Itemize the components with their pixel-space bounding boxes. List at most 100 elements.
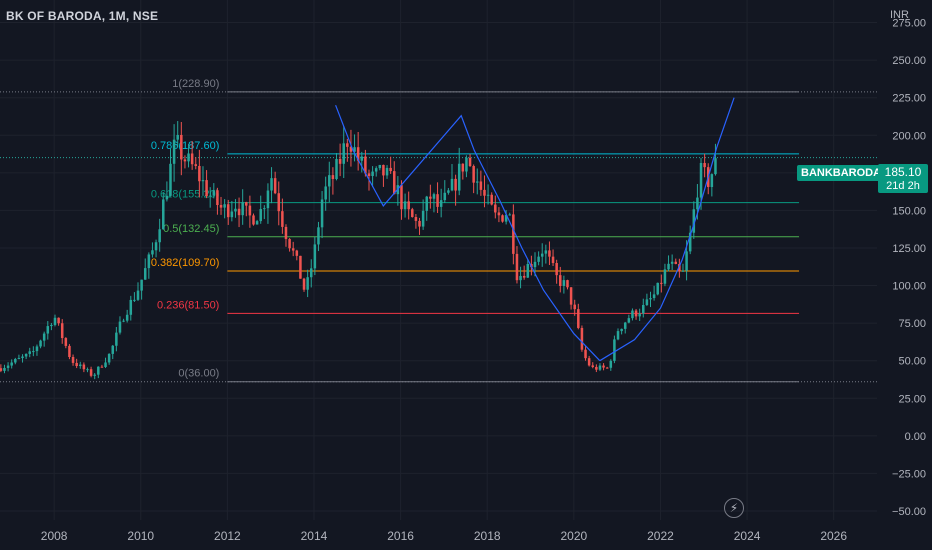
candle-body — [703, 162, 706, 168]
candle-body — [133, 299, 136, 301]
cup-curve-left[interactable] — [335, 104, 601, 362]
candle-body — [353, 147, 356, 152]
candle-body — [64, 338, 68, 346]
bar-countdown: 21d 2h — [886, 180, 920, 192]
candle-body — [107, 353, 111, 363]
candle-body — [266, 190, 270, 209]
currency-label: INR — [890, 9, 909, 21]
candle-body — [194, 164, 198, 166]
candle-body — [526, 263, 530, 278]
candle-body — [569, 287, 573, 305]
time-axis[interactable]: 2008 2010 2012 2014 2016 2018 2020 2022 2024 2026 — [41, 529, 848, 543]
candle-body — [270, 178, 273, 191]
candle-body — [6, 365, 10, 368]
candle-body — [450, 178, 454, 191]
candle-body — [548, 250, 551, 257]
candle-body — [14, 358, 17, 363]
last-price-badge: 185.10 21d 2h — [878, 164, 928, 193]
y-tick-label: 200.00 — [892, 130, 926, 142]
candle-body — [277, 193, 281, 212]
candle-body — [443, 192, 447, 201]
candle-body — [53, 317, 57, 325]
candle-body — [75, 362, 78, 367]
candle-body — [620, 328, 623, 332]
candle-body — [216, 190, 219, 206]
candle-body — [468, 157, 472, 167]
candle-body — [263, 208, 266, 210]
candle-body — [71, 356, 75, 363]
candle-body — [559, 275, 562, 286]
candle-body — [100, 366, 104, 368]
candle-body — [591, 365, 595, 367]
candle-body — [183, 159, 187, 162]
fib-level-label: 0.618(155.20) — [151, 189, 220, 201]
candle-body — [660, 282, 663, 284]
candle-body — [457, 163, 461, 191]
candle-body — [190, 153, 194, 165]
candle-body — [490, 194, 493, 205]
fib-level-label: 0.786(187.60) — [151, 140, 220, 152]
x-tick-label: 2010 — [127, 529, 154, 543]
candle-body — [627, 318, 631, 323]
candle-body — [356, 147, 360, 161]
candle-body — [681, 270, 685, 272]
candle-body — [39, 340, 42, 347]
candle-body — [598, 365, 602, 370]
candle-body — [501, 215, 504, 222]
cup-curve-drawing[interactable] — [335, 97, 735, 362]
candle-body — [642, 305, 645, 314]
candle-body — [494, 204, 497, 213]
candle-body — [411, 209, 414, 218]
candle-body — [580, 327, 584, 350]
candle-body — [497, 212, 501, 216]
candle-body — [331, 175, 335, 180]
y-tick-label: 225.00 — [892, 93, 926, 105]
price-axis[interactable]: 275.00250.00225.00200.00175.00150.00125.… — [877, 0, 932, 550]
candle-body — [35, 346, 39, 352]
fibonacci-retracement[interactable]: 1(228.90) 0.786(187.60) 0.618(155.20) 0.5(1… — [0, 78, 877, 383]
candle-body — [309, 268, 313, 278]
y-tick-label: −50.00 — [892, 506, 926, 518]
candle-body — [414, 217, 418, 221]
candle-body — [223, 204, 226, 208]
candle-body — [519, 275, 522, 281]
x-tick-label: 2022 — [647, 529, 674, 543]
candle-body — [118, 321, 122, 333]
cup-curve-right[interactable] — [599, 97, 735, 362]
fib-level-label: 0.382(109.70) — [151, 257, 220, 269]
candle-body — [255, 221, 259, 225]
y-tick-label: 275.00 — [892, 18, 926, 30]
x-tick-label: 2014 — [301, 529, 328, 543]
candle-body — [400, 185, 403, 210]
candle-body — [537, 256, 540, 262]
fib-level-label: 0.5(132.45) — [163, 223, 219, 235]
candle-body — [208, 195, 212, 197]
candle-body — [663, 269, 667, 284]
candle-body — [364, 156, 367, 174]
candle-body — [111, 345, 115, 354]
candle-body — [385, 167, 389, 176]
candle-body — [342, 143, 345, 164]
candle-body — [623, 322, 627, 329]
lightning-bolt-icon[interactable]: ⚡ — [724, 498, 744, 518]
candle-body — [360, 156, 364, 161]
candle-body — [429, 196, 432, 199]
candle-body — [472, 166, 475, 183]
candle-body — [86, 369, 89, 371]
candle-body — [667, 263, 670, 270]
x-tick-label: 2008 — [41, 529, 68, 543]
candle-body — [219, 205, 223, 208]
candle-body — [421, 210, 425, 227]
x-tick-label: 2012 — [214, 529, 241, 543]
candle-body — [483, 189, 486, 196]
candle-body — [281, 211, 284, 227]
candle-body — [17, 358, 21, 360]
last-price: 185.10 — [884, 165, 922, 179]
candle-body — [140, 279, 143, 291]
candle-body — [595, 366, 598, 370]
candle-body — [24, 353, 28, 357]
candle-body — [346, 143, 349, 147]
candle-body — [486, 194, 490, 196]
candle-body — [10, 362, 13, 366]
